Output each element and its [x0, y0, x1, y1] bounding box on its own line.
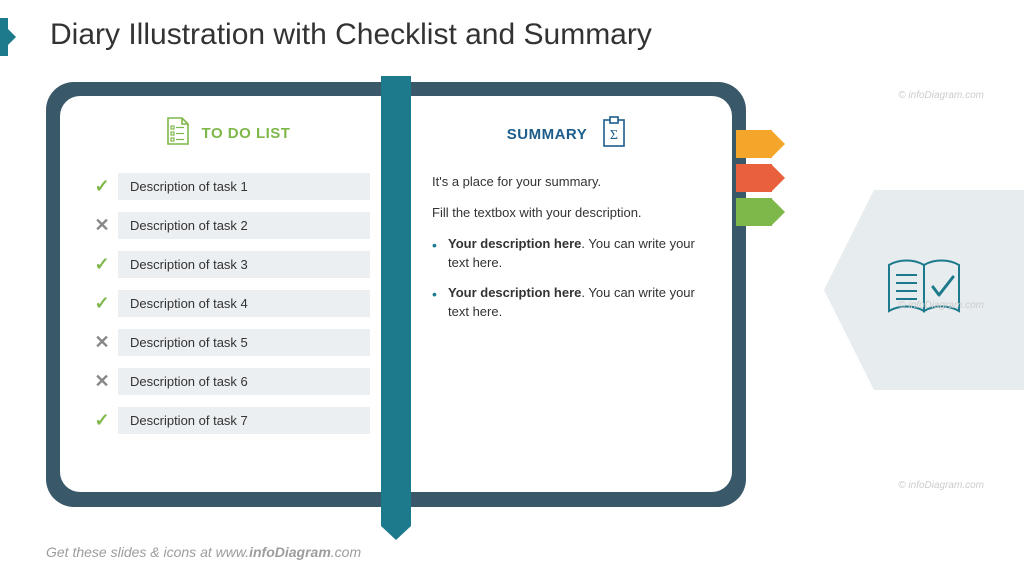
title-accent: [0, 18, 8, 56]
footer-caption: Get these slides & icons at www.infoDiag…: [46, 544, 361, 560]
footer-bold: infoDiagram: [249, 544, 331, 560]
task-row: ✕ Description of task 2: [86, 210, 370, 240]
summary-p2: Fill the textbox with your description.: [432, 204, 702, 223]
task-text: Description of task 5: [118, 329, 370, 356]
task-list: ✓ Description of task 1 ✕ Description of…: [86, 171, 370, 435]
summary-bullet: Your description here. You can write you…: [432, 235, 702, 273]
task-row: ✕ Description of task 6: [86, 366, 370, 396]
todo-header: TO DO LIST: [86, 116, 370, 151]
bookmark-ribbon: [381, 76, 411, 526]
bullet-bold: Your description here: [448, 285, 581, 300]
check-icon: ✓: [86, 254, 118, 275]
svg-text:Σ: Σ: [610, 128, 618, 143]
cross-icon: ✕: [86, 371, 118, 392]
task-row: ✓ Description of task 4: [86, 288, 370, 318]
summary-bullet: Your description here. You can write you…: [432, 284, 702, 322]
diary-page-left: TO DO LIST ✓ Description of task 1 ✕ Des…: [60, 96, 396, 492]
check-icon: ✓: [86, 176, 118, 197]
todo-heading: TO DO LIST: [202, 125, 291, 142]
check-icon: ✓: [86, 293, 118, 314]
task-row: ✓ Description of task 3: [86, 249, 370, 279]
slide-title-bar: Diary Illustration with Checklist and Su…: [0, 18, 1024, 52]
diary-page-right: SUMMARY Σ It's a place for your summary.…: [396, 96, 732, 492]
bullet-bold: Your description here: [448, 236, 581, 251]
slide-title: Diary Illustration with Checklist and Su…: [50, 18, 1024, 52]
clipboard-sum-icon: Σ: [601, 116, 627, 153]
diary-tab-3: [736, 198, 772, 226]
open-book-check-icon: [879, 253, 969, 328]
check-icon: ✓: [86, 410, 118, 431]
side-hexagon: [824, 190, 1024, 390]
task-row: ✕ Description of task 5: [86, 327, 370, 357]
summary-header: SUMMARY Σ: [432, 116, 702, 153]
task-row: ✓ Description of task 1: [86, 171, 370, 201]
side-panel: [814, 180, 1024, 400]
watermark: © infoDiagram.com: [898, 480, 984, 491]
task-text: Description of task 6: [118, 368, 370, 395]
task-text: Description of task 7: [118, 407, 370, 434]
footer-post: .com: [331, 544, 361, 560]
task-text: Description of task 4: [118, 290, 370, 317]
cross-icon: ✕: [86, 332, 118, 353]
checklist-doc-icon: [166, 116, 190, 151]
summary-heading: SUMMARY: [507, 126, 587, 143]
watermark: © infoDiagram.com: [898, 90, 984, 101]
cross-icon: ✕: [86, 215, 118, 236]
footer-pre: Get these slides & icons at www.: [46, 544, 249, 560]
task-text: Description of task 3: [118, 251, 370, 278]
task-row: ✓ Description of task 7: [86, 405, 370, 435]
diary-tab-2: [736, 164, 772, 192]
diary-container: TO DO LIST ✓ Description of task 1 ✕ Des…: [46, 82, 746, 522]
task-text: Description of task 2: [118, 212, 370, 239]
diary-tab-1: [736, 130, 772, 158]
summary-p1: It's a place for your summary.: [432, 173, 702, 192]
task-text: Description of task 1: [118, 173, 370, 200]
summary-body: It's a place for your summary. Fill the …: [432, 173, 702, 322]
watermark: © infoDiagram.com: [898, 300, 984, 311]
